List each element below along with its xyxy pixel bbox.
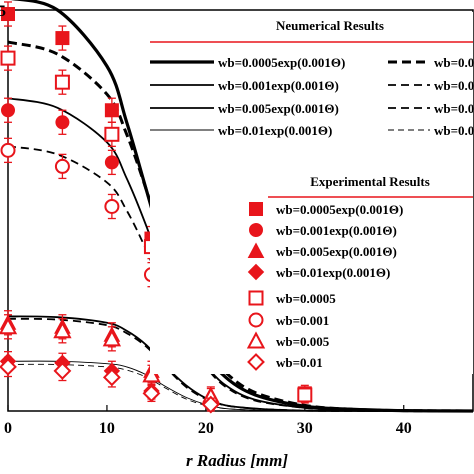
numerical-curve-7 (7, 317, 473, 412)
data-point-6 (0, 142, 16, 158)
legend-exp-label-2: wb=0.001exp(0.001Θ) (276, 223, 397, 238)
legend-marker-1 (249, 202, 263, 216)
data-point-5 (54, 74, 70, 90)
legend-label-1: wb=0.0005exp(0.001Θ) (218, 55, 345, 70)
y-tick-label: 5 (0, 3, 6, 20)
legend-marker-8 (247, 353, 265, 371)
data-point-7 (102, 329, 122, 347)
legend-marker-4 (247, 263, 265, 281)
legend-label-7: wb=0.005 (434, 101, 474, 116)
legend-exp-label-4: wb=0.01exp(0.001Θ) (276, 265, 390, 280)
x-tick-label: 0 (4, 420, 12, 437)
legend-header-numerical: Neumerical Results (276, 18, 384, 33)
data-point-7 (0, 317, 18, 335)
data-point-6 (104, 198, 120, 214)
data-point-8 (0, 357, 17, 376)
data-point-1 (1, 7, 15, 22)
legend-label-6: wb=0.001 (434, 78, 474, 93)
data-point-5 (104, 126, 120, 142)
x-tick-label: 30 (297, 420, 313, 437)
data-point-7 (142, 365, 161, 383)
legend-label-2: wb=0.001exp(0.001Θ) (218, 78, 339, 93)
legend-label-5: wb=0.0005 (434, 55, 474, 70)
legend-marker-5 (248, 290, 264, 306)
data-point-2 (55, 115, 70, 130)
legend-exp-label-8: wb=0.01 (276, 355, 323, 370)
data-point-2 (1, 103, 15, 118)
data-point-8 (53, 361, 72, 380)
x-tick-label: 20 (198, 420, 214, 437)
legend-marker-2 (249, 223, 263, 237)
legend-label-3: wb=0.005exp(0.001Θ) (218, 101, 339, 116)
data-point-2 (104, 155, 119, 170)
data-point-5 (0, 50, 16, 66)
x-tick-label: 40 (396, 420, 412, 437)
legend-exp-label-6: wb=0.001 (276, 313, 329, 328)
legend-background (150, 12, 473, 374)
tick-labels: 0 10 20 30 40 5 (0, 3, 412, 437)
legend: Neumerical Results wb=0.0005exp(0.001Θ) wb… (150, 12, 474, 374)
legend-exp-label-7: wb=0.005 (276, 334, 330, 349)
x-axis-label: r Radius [mm] (186, 451, 288, 470)
legend-label-4: wb=0.01exp(0.001Θ) (218, 123, 332, 138)
data-point-7 (53, 321, 72, 339)
legend-exp-label-3: wb=0.005exp(0.001Θ) (276, 244, 397, 259)
legend-marker-3 (247, 242, 265, 258)
data-point-8 (142, 384, 161, 403)
legend-marker-6 (248, 312, 264, 328)
legend-exp-label-1: wb=0.0005exp(0.001Θ) (276, 202, 403, 217)
data-point-6 (54, 158, 70, 174)
legend-header-experimental: Experimental Results (310, 174, 430, 189)
legend-label-8: wb=0.01 (434, 123, 474, 138)
x-tick-label: 10 (99, 420, 115, 437)
data-point-5 (297, 387, 313, 403)
data-point-8 (102, 368, 121, 387)
data-point-1 (104, 103, 119, 118)
data-point-8 (201, 395, 220, 414)
data-point-1 (55, 31, 70, 46)
legend-marker-7 (246, 331, 266, 349)
legend-exp-label-5: wb=0.0005 (276, 291, 336, 306)
